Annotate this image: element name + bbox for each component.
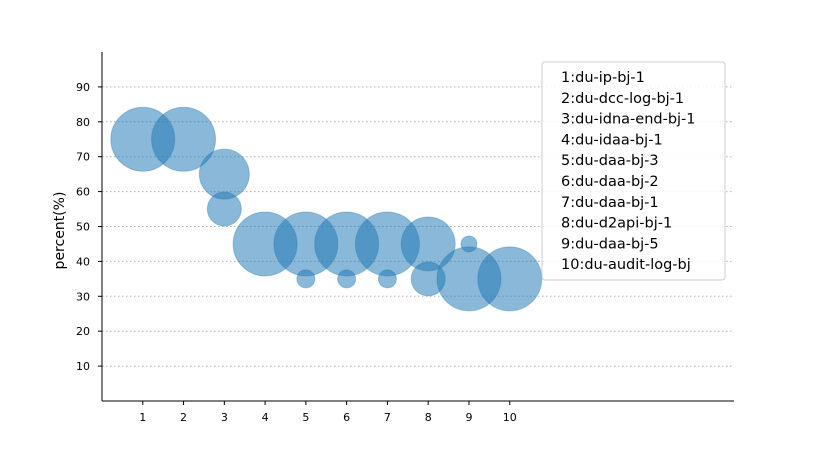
legend-entry: 1:du-ip-bj-1 — [561, 70, 645, 86]
x-tick-label: 2 — [180, 411, 187, 424]
y-tick-label: 20 — [76, 325, 90, 338]
legend-entry: 5:du-daa-bj-3 — [561, 153, 659, 169]
bubble-point — [377, 269, 397, 289]
legend-entry: 9:du-daa-bj-5 — [561, 236, 659, 252]
y-tick-label: 60 — [76, 186, 90, 199]
legend-entry: 10:du-audit-log-bj — [561, 257, 691, 273]
y-tick-label: 40 — [76, 255, 90, 268]
y-tick-label: 90 — [76, 81, 90, 94]
y-tick-label: 70 — [76, 151, 90, 164]
y-tick-label: 80 — [76, 116, 90, 129]
legend-entry: 8:du-d2api-bj-1 — [561, 216, 672, 232]
y-axis-label: percent(%) — [52, 192, 68, 270]
data-points — [110, 106, 543, 312]
bubble-point — [206, 191, 242, 227]
legend-entry: 4:du-idaa-bj-1 — [561, 132, 663, 148]
x-tick-label: 4 — [262, 411, 269, 424]
x-tick-label: 3 — [221, 411, 228, 424]
x-tick-label: 8 — [425, 411, 432, 424]
legend: 1:du-ip-bj-1 2:du-dcc-log-bj-1 3:du-idna-e… — [541, 61, 726, 281]
legend-box — [541, 61, 726, 281]
y-tick-label: 10 — [76, 360, 90, 373]
legend-entry: 7:du-daa-bj-1 — [561, 195, 659, 211]
legend-items: 1:du-ip-bj-1 2:du-dcc-log-bj-1 3:du-idna-e… — [561, 70, 696, 273]
legend-entry: 3:du-idna-end-bj-1 — [561, 112, 696, 128]
x-tick-label: 10 — [503, 411, 517, 424]
bubble-point — [477, 246, 543, 312]
bubble-point — [337, 269, 357, 289]
x-tick-label: 6 — [343, 411, 350, 424]
x-tick-label: 9 — [465, 411, 472, 424]
bubble-point — [296, 269, 316, 289]
x-tick-label: 7 — [384, 411, 391, 424]
x-tick-label: 1 — [139, 411, 146, 424]
y-tick-label: 30 — [76, 290, 90, 303]
y-tick-label: 50 — [76, 221, 90, 234]
tick-marks: 1 2 3 4 5 6 7 8 9 10 10 20 30 40 50 60 70 80 90 — [76, 81, 517, 424]
bubble-point — [151, 106, 217, 172]
legend-entry: 2:du-dcc-log-bj-1 — [561, 91, 684, 107]
x-tick-label: 5 — [302, 411, 309, 424]
legend-entry: 6:du-daa-bj-2 — [561, 174, 659, 190]
